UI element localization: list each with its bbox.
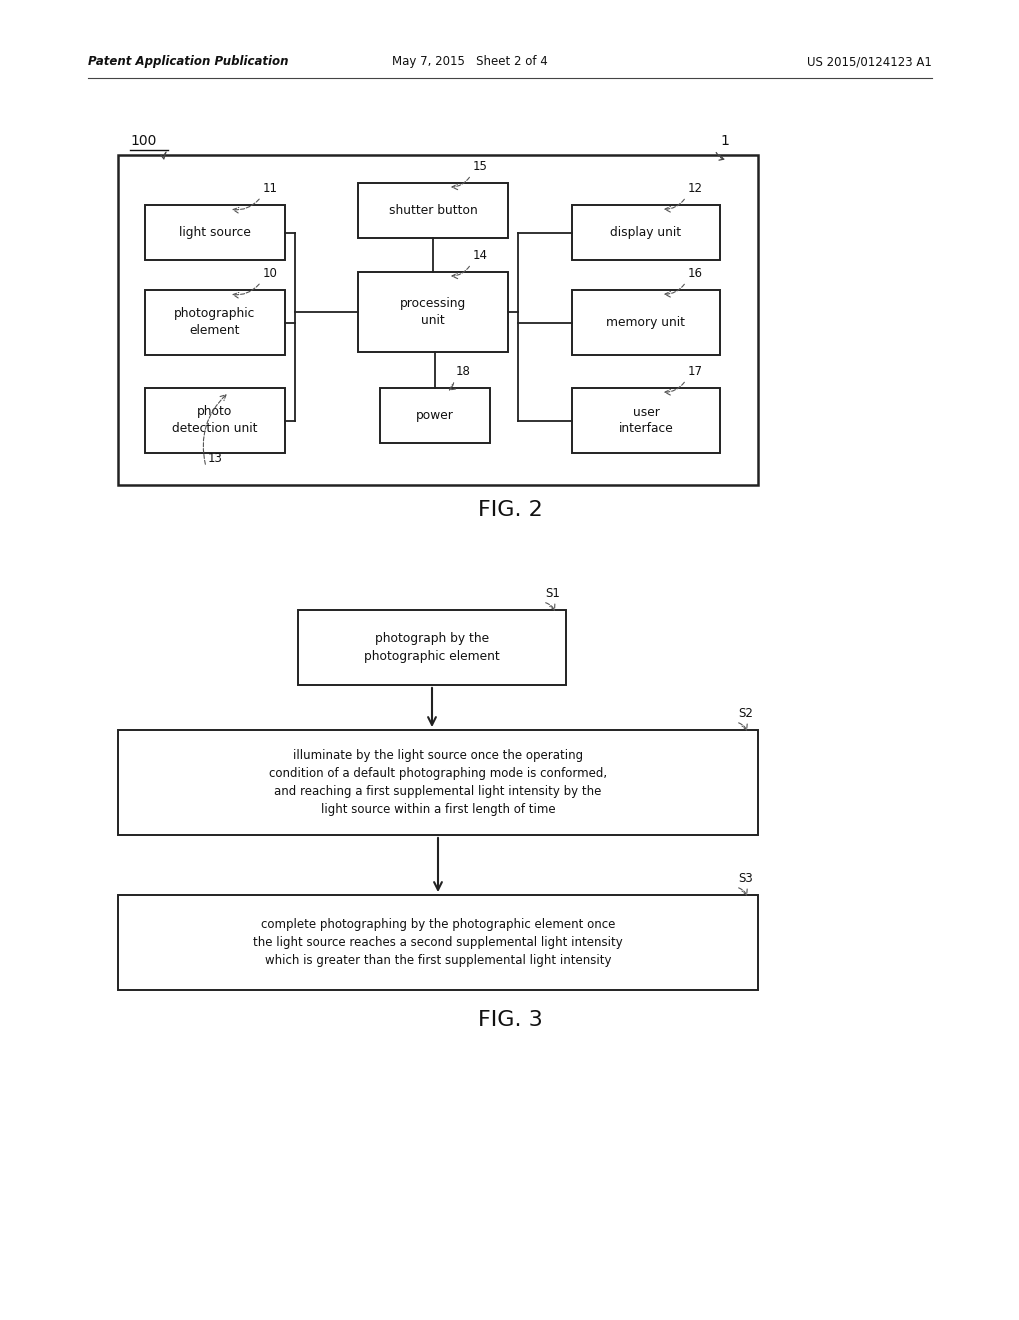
Text: 100: 100 xyxy=(129,135,156,148)
Bar xyxy=(145,205,284,260)
Text: S2: S2 xyxy=(738,708,752,719)
Text: complete photographing by the photographic element once
the light source reaches: complete photographing by the photograph… xyxy=(253,917,623,968)
Text: S1: S1 xyxy=(544,587,559,601)
Text: photographic
element: photographic element xyxy=(174,308,256,338)
Text: 1: 1 xyxy=(719,135,729,148)
Text: 12: 12 xyxy=(688,182,702,195)
Text: 14: 14 xyxy=(473,249,487,261)
Bar xyxy=(145,290,284,355)
Text: 13: 13 xyxy=(208,451,223,465)
Bar xyxy=(358,183,507,238)
Text: S3: S3 xyxy=(738,873,752,884)
Text: 17: 17 xyxy=(688,366,702,378)
Text: 16: 16 xyxy=(688,267,702,280)
Text: light source: light source xyxy=(179,226,251,239)
Text: processing
unit: processing unit xyxy=(399,297,466,327)
Text: illuminate by the light source once the operating
condition of a default photogr: illuminate by the light source once the … xyxy=(269,748,606,816)
Text: display unit: display unit xyxy=(609,226,681,239)
Text: US 2015/0124123 A1: US 2015/0124123 A1 xyxy=(806,55,931,69)
Text: May 7, 2015   Sheet 2 of 4: May 7, 2015 Sheet 2 of 4 xyxy=(391,55,547,69)
Text: FIG. 3: FIG. 3 xyxy=(477,1010,542,1030)
Text: FIG. 2: FIG. 2 xyxy=(477,500,542,520)
Text: shutter button: shutter button xyxy=(388,205,477,216)
Text: photograph by the
photographic element: photograph by the photographic element xyxy=(364,632,499,663)
Text: 15: 15 xyxy=(473,160,487,173)
Text: power: power xyxy=(416,409,453,422)
Text: photo
detection unit: photo detection unit xyxy=(172,405,258,436)
Bar xyxy=(118,154,757,484)
Text: 10: 10 xyxy=(263,267,277,280)
Bar xyxy=(572,205,719,260)
Text: 18: 18 xyxy=(455,366,471,378)
Text: memory unit: memory unit xyxy=(606,315,685,329)
Bar xyxy=(358,272,507,352)
Bar xyxy=(380,388,489,444)
Bar xyxy=(118,895,757,990)
Bar xyxy=(572,290,719,355)
Bar xyxy=(118,730,757,836)
Bar xyxy=(145,388,284,453)
Bar xyxy=(298,610,566,685)
Text: 11: 11 xyxy=(263,182,278,195)
Bar xyxy=(572,388,719,453)
Text: Patent Application Publication: Patent Application Publication xyxy=(88,55,288,69)
Text: user
interface: user interface xyxy=(618,405,673,436)
